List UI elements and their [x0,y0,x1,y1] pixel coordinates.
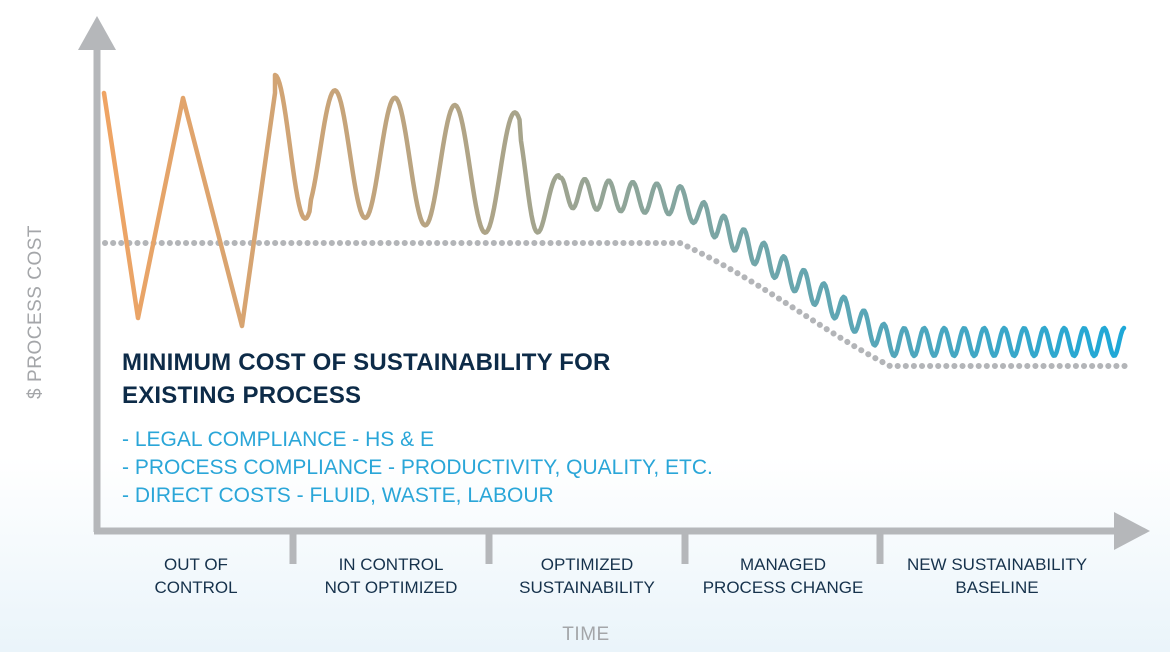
phase-label-new-baseline: NEW SUSTAINABILITY BASELINE [902,553,1092,599]
bullet-list: - LEGAL COMPLIANCE - HS & E - PROCESS CO… [122,426,713,510]
y-axis-label: $ PROCESS COST [25,225,47,399]
phase-label-line2: SUSTAINABILITY [519,578,655,597]
phase-label-line1: NEW SUSTAINABILITY [906,555,1088,574]
x-axis-arrow-icon [1114,512,1150,550]
phase-separators [289,531,884,564]
phase-label-line2: CONTROL [154,578,238,597]
y-axis [78,16,116,532]
phase-label-line1: OPTIMIZED [540,555,634,574]
y-axis-label-text: PROCESS COST [25,224,46,382]
bullet-item: - DIRECT COSTS - FLUID, WASTE, LABOUR [122,484,554,507]
phase-label-line2: BASELINE [955,578,1039,597]
phase-label-optimized: OPTIMIZED SUSTAINABILITY [492,553,682,599]
bullet-item: - LEGAL COMPLIANCE - HS & E [122,428,434,451]
bullet-item: - PROCESS COMPLIANCE - PRODUCTIVITY, QUA… [122,456,713,479]
phase-label-line1: MANAGED [740,555,826,574]
process-cost-wave-line [101,72,1127,359]
phase-label-out-of-control: OUT OF CONTROL [101,553,291,599]
phase-label-line1: OUT OF [164,555,228,574]
diagram-title-line1: MINIMUM COST OF SUSTAINABILITY FOR [122,349,611,376]
x-axis [94,512,1150,550]
phase-label-managed-change: MANAGED PROCESS CHANGE [688,553,878,599]
diagram-title-line2: EXISTING PROCESS [122,382,362,409]
phase-label-line2: NOT OPTIMIZED [324,578,458,597]
x-axis-label: TIME [562,624,610,645]
phase-label-line1: IN CONTROL [338,555,444,574]
dollar-symbol: $ [25,387,46,400]
minimum-cost-baseline-dotted-line [102,240,1128,369]
diagram-title: MINIMUM COST OF SUSTAINABILITY FOR EXIST… [122,346,682,412]
phase-label-line2: PROCESS CHANGE [702,578,864,597]
phase-label-in-control: IN CONTROL NOT OPTIMIZED [296,553,486,599]
y-axis-arrow-icon [78,16,116,50]
